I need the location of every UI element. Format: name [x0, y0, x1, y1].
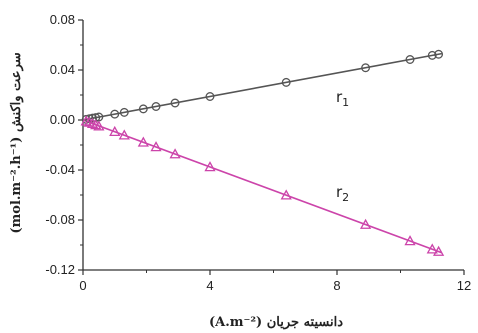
- point-r2: [118, 129, 130, 140]
- point-r1: [119, 107, 129, 117]
- point-r1: [434, 49, 444, 59]
- y-tick-label: -0.04: [45, 162, 75, 177]
- fit-line-r1: [82, 52, 442, 121]
- series-label-r2: r2: [336, 183, 349, 204]
- point-r1: [281, 77, 291, 87]
- x-tick-label: 12: [457, 278, 471, 293]
- y-tick-label: -0.12: [45, 262, 75, 277]
- point-r2: [204, 161, 216, 172]
- tick-labels: 0.080.040.00-0.04-0.08-0.120 4 8 12: [45, 12, 471, 293]
- series-label-r1-main: r: [336, 88, 343, 106]
- axes: [78, 19, 465, 275]
- y-tick-label: 0.08: [50, 12, 75, 27]
- y-tick-label: -0.08: [45, 212, 75, 227]
- point-r1: [110, 109, 120, 119]
- point-r2: [404, 235, 416, 246]
- series-label-r1: r1: [336, 88, 349, 109]
- series-label-r2-main: r: [336, 183, 343, 201]
- point-r2: [426, 243, 438, 254]
- point-r1: [170, 98, 180, 108]
- point-r2: [150, 141, 162, 152]
- point-r1: [205, 92, 215, 101]
- y-tick-label: 0.04: [50, 62, 75, 77]
- x-tick-label: 0: [79, 278, 86, 293]
- x-tick-label: 8: [333, 278, 340, 293]
- y-tick-label: 0.00: [50, 112, 75, 127]
- point-r1: [427, 50, 437, 60]
- point-r2: [109, 125, 121, 136]
- point-r2: [137, 136, 149, 147]
- fit-line-r2: [82, 119, 443, 254]
- x-tick-label: 4: [206, 278, 213, 293]
- fit-lines: [82, 52, 443, 254]
- point-r2: [169, 148, 181, 159]
- data-points: [80, 49, 445, 256]
- point-r1: [405, 55, 415, 64]
- point-r1: [361, 63, 371, 73]
- point-r2: [93, 120, 105, 131]
- point-r1: [138, 104, 148, 114]
- y-axis-label: سرعت واکنش (mol.m⁻².h⁻¹): [9, 52, 24, 233]
- point-r2: [280, 189, 292, 200]
- point-r1: [151, 102, 161, 111]
- x-axis-label: دانسیته جریان (A.m⁻²): [209, 315, 343, 330]
- series-label-r2-sub: 2: [342, 191, 349, 204]
- series-label-r1-sub: 1: [342, 96, 349, 109]
- point-r2: [359, 218, 372, 229]
- point-r2: [432, 245, 445, 256]
